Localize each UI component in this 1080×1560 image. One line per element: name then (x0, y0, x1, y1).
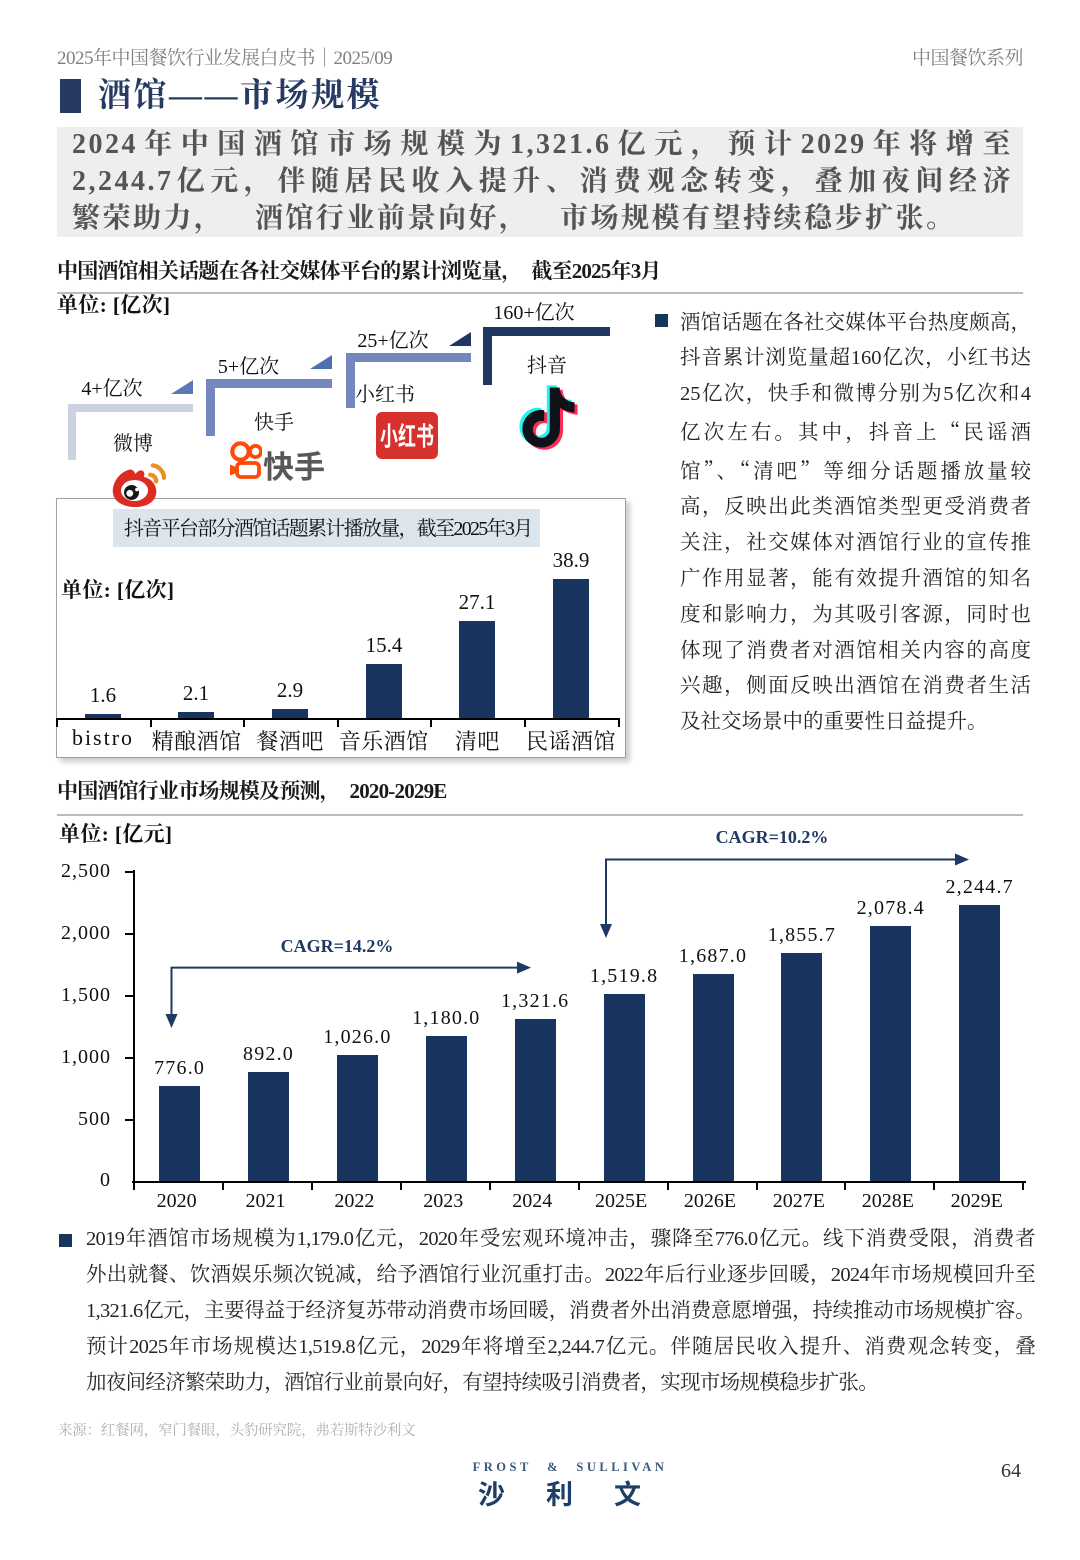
svg-text:小红书: 小红书 (380, 422, 434, 452)
